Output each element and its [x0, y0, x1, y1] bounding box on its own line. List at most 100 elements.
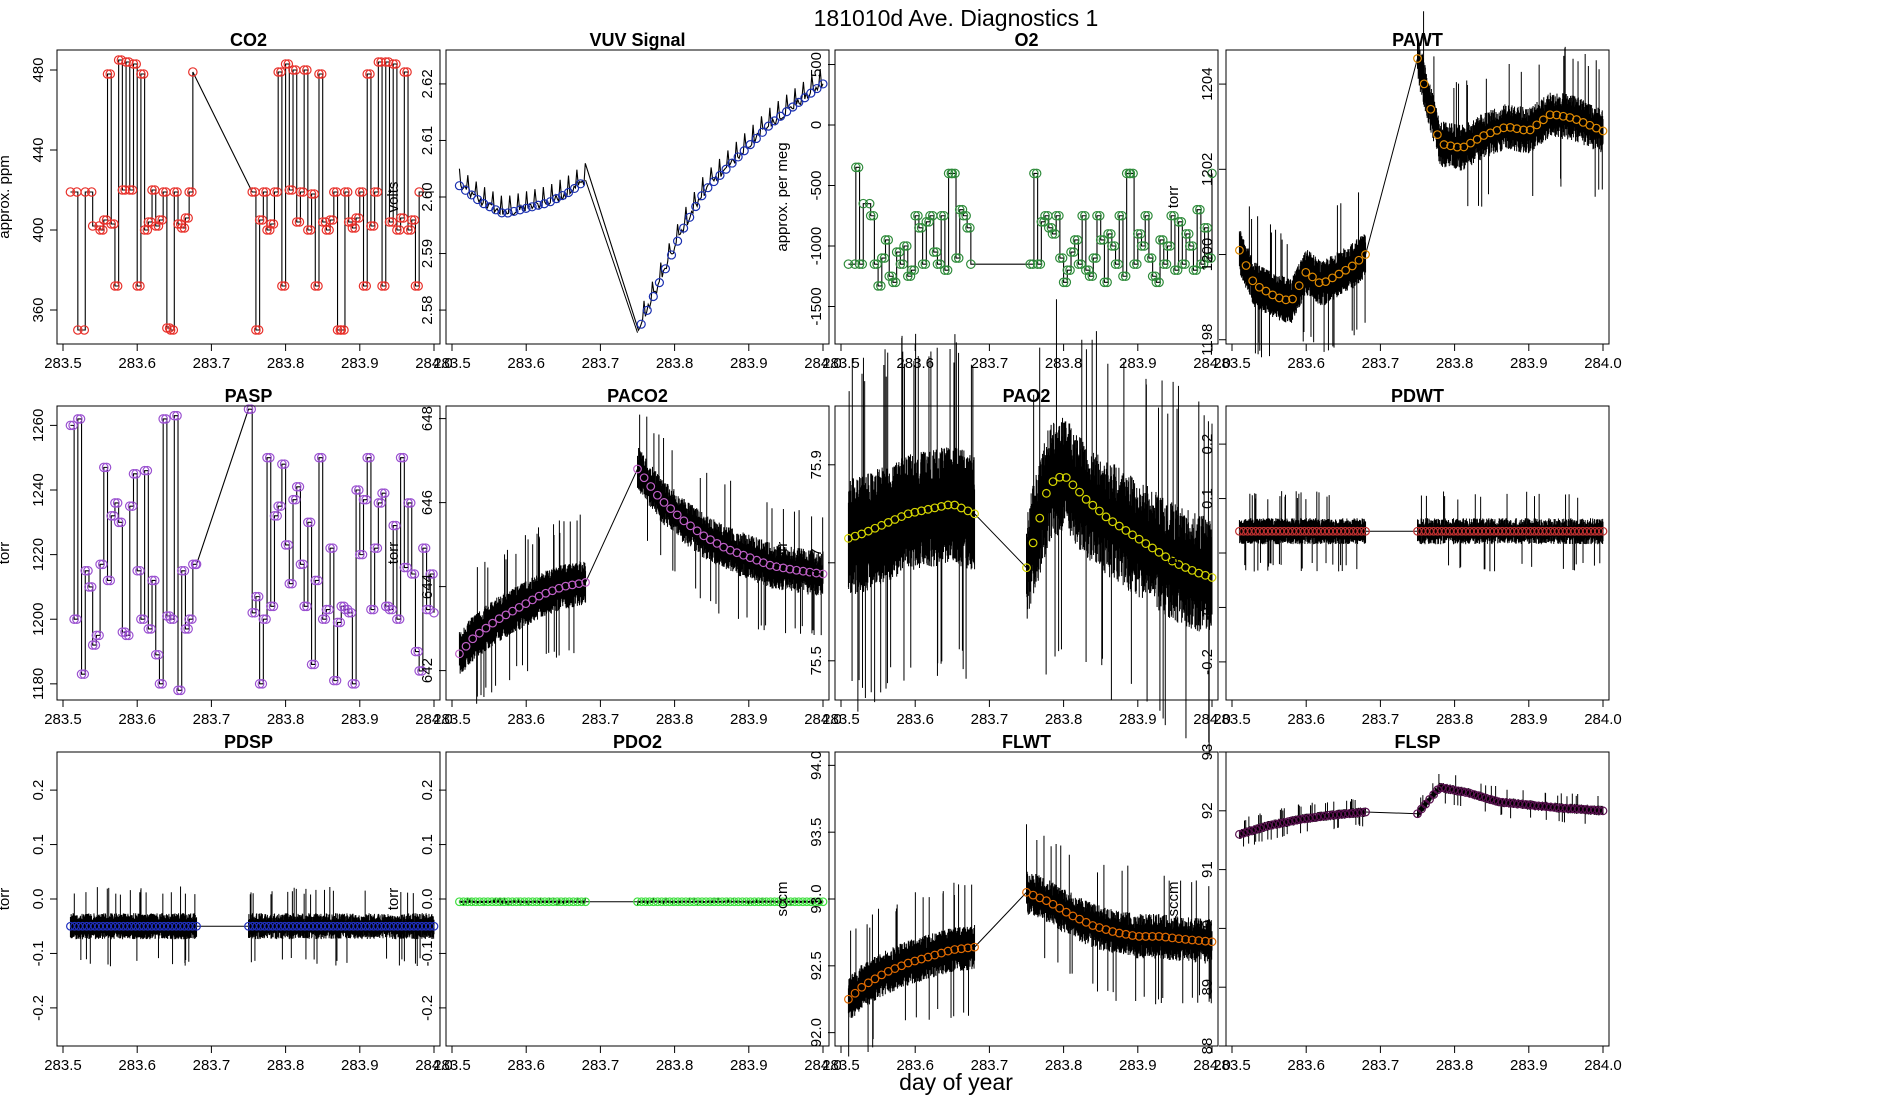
data-point	[940, 265, 950, 275]
x-tick-label: 283.8	[656, 1057, 694, 1074]
data-point	[128, 59, 139, 69]
average-point	[1598, 526, 1608, 536]
gap-connector	[974, 891, 1027, 948]
data-point	[660, 264, 671, 274]
x-tick-label: 283.5	[433, 1057, 471, 1074]
average-point	[1519, 125, 1528, 135]
data-point	[951, 253, 961, 263]
panel-title: PDSP	[224, 732, 273, 752]
data-point	[1192, 204, 1202, 215]
data-point	[112, 281, 123, 291]
data-point	[342, 187, 353, 197]
data-point	[1154, 277, 1164, 288]
average-point	[1332, 810, 1342, 820]
data-point	[666, 250, 677, 260]
x-tick-label: 283.9	[1119, 1057, 1157, 1074]
data-point	[257, 679, 268, 689]
data-point	[1117, 210, 1127, 221]
data-point	[857, 259, 868, 269]
data-point	[672, 236, 683, 246]
data-point	[325, 543, 335, 553]
data-point	[83, 565, 93, 576]
average-point	[1437, 783, 1447, 793]
average-point	[699, 531, 709, 541]
average-point	[455, 649, 464, 659]
data-point	[172, 410, 182, 421]
average-point	[1308, 813, 1318, 823]
panel-title: PAO2	[1003, 386, 1051, 406]
average-point	[1432, 130, 1442, 140]
data-point	[253, 325, 264, 335]
data-point	[387, 217, 397, 227]
data-point	[1191, 265, 1201, 275]
data-point	[873, 281, 883, 291]
average-point	[1413, 54, 1422, 63]
data-point	[247, 607, 258, 618]
data-point	[387, 604, 397, 615]
average-point	[1121, 929, 1131, 939]
average-point	[1489, 796, 1499, 805]
data-point	[379, 488, 390, 499]
average-point	[1241, 261, 1251, 270]
data-point	[1157, 235, 1168, 245]
data-point	[277, 459, 287, 469]
data-point	[86, 187, 97, 197]
data-point	[377, 488, 387, 499]
data-point	[763, 121, 774, 131]
y-tick-label: 642	[419, 658, 436, 683]
average-point	[857, 982, 867, 992]
data-point	[127, 501, 138, 511]
data-point	[410, 281, 421, 291]
data-point	[65, 420, 76, 431]
average-point	[1334, 269, 1344, 279]
data-point	[279, 459, 290, 469]
data-point	[135, 565, 145, 576]
data-point	[361, 494, 372, 505]
average-point	[1361, 526, 1370, 536]
average-point	[1327, 273, 1337, 283]
data-point	[68, 420, 78, 431]
x-tick-label: 283.9	[1119, 711, 1157, 728]
average-point	[1147, 543, 1157, 553]
average-point	[1287, 816, 1297, 826]
data-point	[98, 559, 108, 570]
data-point	[1184, 241, 1195, 251]
data-point	[1099, 277, 1110, 288]
data-point	[391, 520, 401, 531]
data-point	[354, 187, 365, 197]
data-point	[1140, 210, 1151, 221]
x-tick-label: 284.0	[1193, 1057, 1231, 1074]
data-point	[1080, 210, 1090, 221]
x-tick-label: 283.8	[1436, 355, 1474, 372]
average-point	[1207, 937, 1217, 947]
data-point	[329, 187, 339, 197]
y-tick-label: 1204	[1199, 67, 1216, 100]
panel-title: PASP	[225, 386, 273, 406]
x-tick-label: 284.0	[1193, 711, 1231, 728]
average-point	[1558, 111, 1568, 121]
data-point	[76, 669, 87, 679]
data-point	[309, 659, 320, 670]
panel-pdo2: PDO2 torr 283.5 283.6 283.7 283.8 283.9 284.0 -0…	[385, 732, 842, 1074]
data-point	[413, 646, 423, 657]
data-point	[257, 215, 268, 225]
y-tick-label: 91	[1199, 861, 1216, 878]
average-point	[1598, 806, 1608, 816]
data-point	[168, 325, 179, 335]
average-point	[1512, 124, 1522, 134]
data-point	[302, 65, 312, 75]
average-point	[1361, 807, 1370, 817]
plot-frame	[834, 49, 1219, 345]
data-point	[369, 187, 380, 197]
average-point	[514, 602, 524, 612]
series-noise-band	[1238, 11, 1604, 358]
average-point	[863, 978, 873, 988]
average-point	[1340, 809, 1350, 819]
data-point	[1110, 259, 1121, 269]
data-point	[124, 185, 135, 195]
data-point	[850, 259, 860, 269]
data-point	[391, 59, 401, 69]
data-point	[906, 265, 917, 275]
data-point	[287, 578, 297, 589]
